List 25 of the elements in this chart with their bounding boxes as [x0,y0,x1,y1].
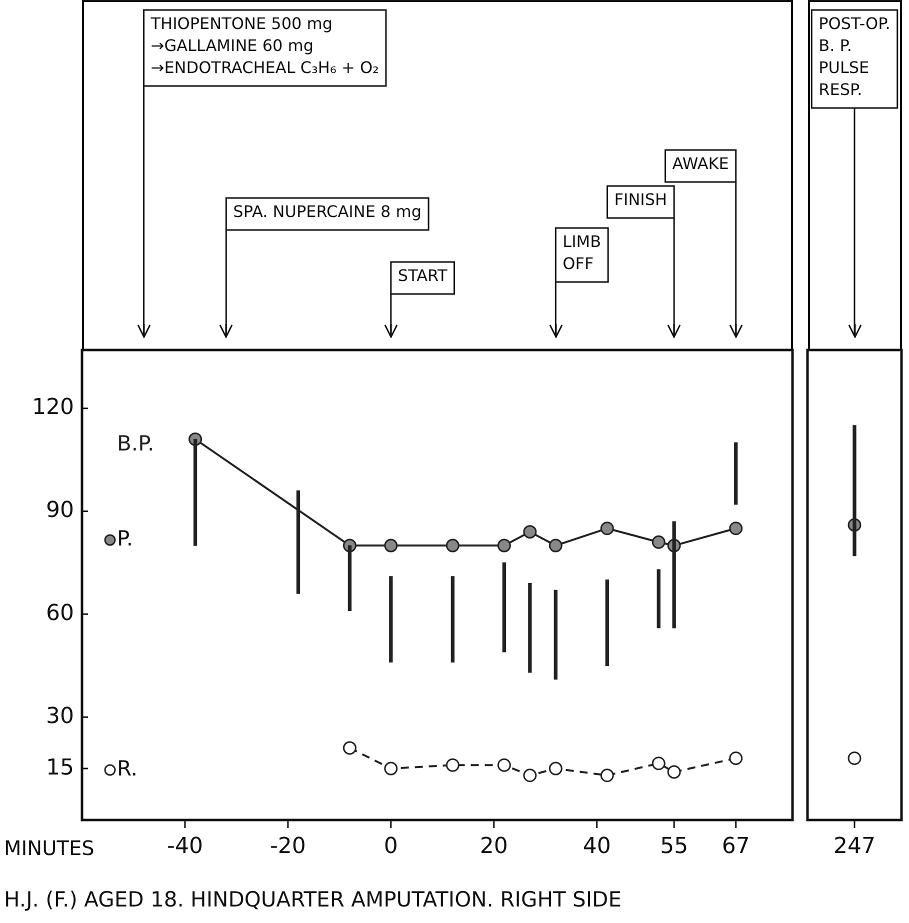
ref-line-label: FINISH [614,190,668,210]
x-tick-label: 40 [582,834,611,859]
ref-line-label: LIMB OFF [562,232,602,274]
series-label: B.P. [117,431,154,456]
y-tick-label: 30 [46,704,74,729]
x-tick-label: 55 [660,834,688,859]
x-tick-label: 67 [722,834,750,859]
x-tick-label: 247 [834,834,876,859]
x-axis-title: MINUTES [4,836,94,860]
ref-line-label: START [398,266,448,286]
y-tick-label: 15 [46,755,74,780]
text: H.J. (F.) AGED 18. HINDQUARTER AMPUTATION. RIGHT SIDE [4,887,622,912]
y-tick-label: 90 [46,498,74,523]
ref-line-label: THIOPENTONE 500 mg →GALLAMINE 60 mg →ENDOTRACHEAL C₃H₆ + O₂ [150,14,379,78]
x-tick-label: 20 [480,834,508,859]
y-tick-label: 60 [46,600,74,626]
x-tick-label: -20 [270,834,306,859]
x-tick-label: 0 [384,834,398,859]
legend-label: P. [117,526,134,550]
ref-line-label: AWAKE [672,154,729,174]
y-tick-label: 120 [32,395,74,420]
ref-line-label: SPA. NUPERCAINE 8 mg [233,202,422,222]
ref-line-label: POST-OP. B. P. PULSE RESP. [818,14,890,100]
x-tick-label: -40 [167,834,203,859]
legend-label: R. [117,756,138,780]
